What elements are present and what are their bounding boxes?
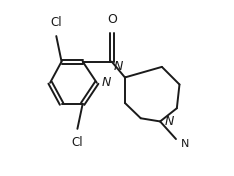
Text: Cl: Cl	[72, 136, 83, 149]
Text: N: N	[181, 139, 190, 149]
Text: Cl: Cl	[51, 16, 62, 29]
Text: N: N	[101, 76, 110, 89]
Text: N: N	[114, 60, 123, 73]
Text: N: N	[165, 115, 174, 128]
Text: O: O	[107, 13, 117, 26]
